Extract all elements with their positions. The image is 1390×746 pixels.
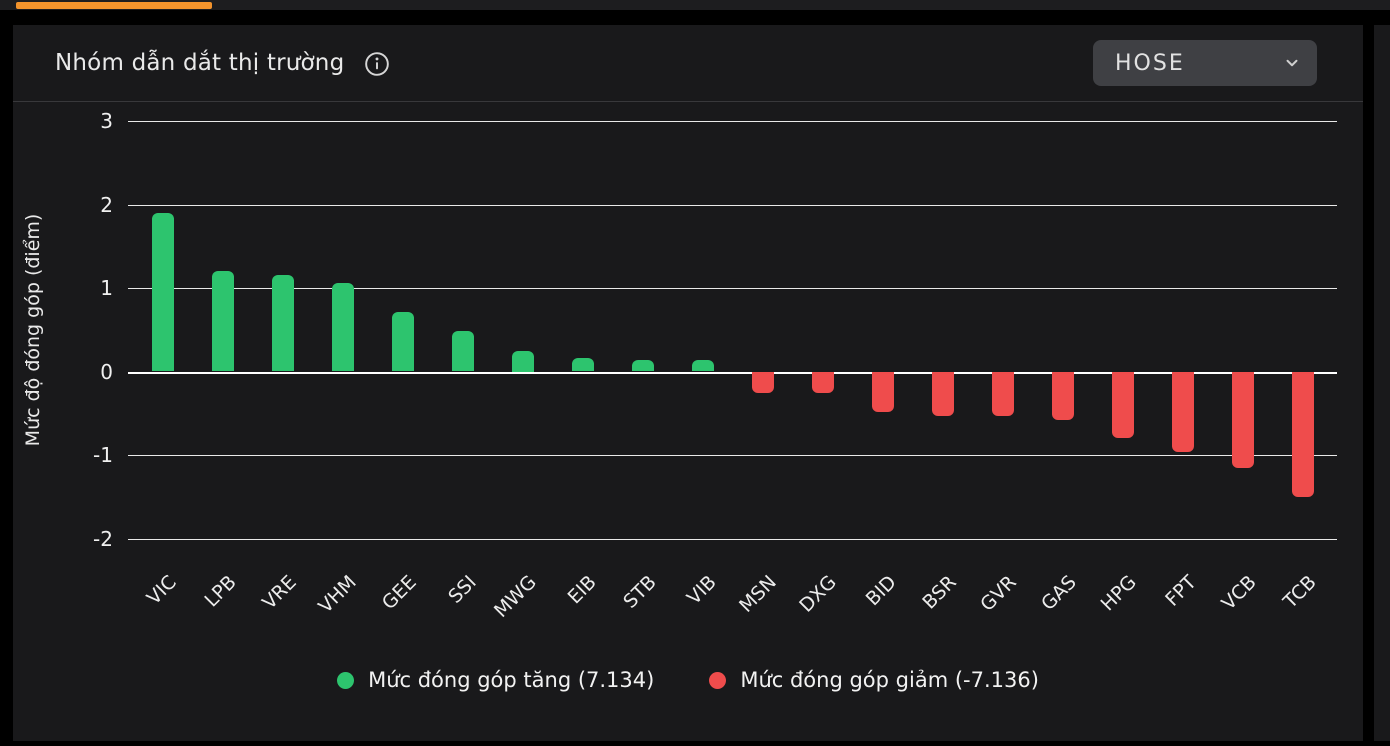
x-tick-label-SSI: SSI xyxy=(444,571,481,608)
exchange-select[interactable]: HOSE xyxy=(1093,40,1317,86)
x-tick-label-DXG: DXG xyxy=(795,571,841,617)
bar-VIC[interactable] xyxy=(152,212,174,372)
gridline xyxy=(128,204,1337,206)
exchange-select-value: HOSE xyxy=(1115,50,1185,76)
x-tick-label-FPT: FPT xyxy=(1161,571,1201,611)
x-tick-label-VCB: VCB xyxy=(1217,571,1261,615)
legend-dot xyxy=(337,671,355,689)
x-tick-label-GEE: GEE xyxy=(377,571,421,615)
top-accent-bar xyxy=(16,2,212,9)
x-tick-label-BSR: BSR xyxy=(918,571,961,614)
bar-MWG[interactable] xyxy=(512,350,534,372)
zero-gridline xyxy=(128,371,1337,374)
y-tick-label: 3 xyxy=(100,109,113,133)
gridline xyxy=(128,538,1337,540)
bar-FPT[interactable] xyxy=(1172,371,1194,453)
title-wrap: Nhóm dẫn dắt thị trường xyxy=(55,49,390,77)
bar-STB[interactable] xyxy=(632,359,654,372)
bar-HPG[interactable] xyxy=(1112,371,1134,439)
legend-item-positive[interactable]: Mức đóng góp tăng (7.134) xyxy=(337,668,654,692)
x-tick-label-VIB: VIB xyxy=(682,571,721,610)
chart-legend: Mức đóng góp tăng (7.134) Mức đóng góp g… xyxy=(13,668,1363,692)
bar-DXG[interactable] xyxy=(812,371,834,394)
legend-label: Mức đóng góp tăng (7.134) xyxy=(368,668,655,692)
bar-MSN[interactable] xyxy=(752,371,774,394)
bar-GAS[interactable] xyxy=(1052,371,1074,420)
gridline xyxy=(128,121,1337,122)
bar-GEE[interactable] xyxy=(392,312,414,372)
x-tick-label-STB: STB xyxy=(619,571,661,613)
bar-BSR[interactable] xyxy=(932,371,954,416)
bar-TCB[interactable] xyxy=(1292,371,1314,497)
x-tick-label-MSN: MSN xyxy=(735,571,781,617)
bar-EIB[interactable] xyxy=(572,358,594,372)
x-tick-label-MWG: MWG xyxy=(489,571,541,623)
adjacent-panel-strip xyxy=(1374,25,1390,741)
chevron-down-icon xyxy=(1283,54,1301,72)
x-tick-label-VHM: VHM xyxy=(314,571,361,618)
y-tick-label: 2 xyxy=(100,192,113,217)
market-leaders-panel: Nhóm dẫn dắt thị trường HOSE Mức độ đóng… xyxy=(13,25,1363,741)
x-tick-label-LPB: LPB xyxy=(200,571,241,612)
bar-LPB[interactable] xyxy=(212,271,234,372)
bar-VHM[interactable] xyxy=(332,282,354,372)
bar-VIB[interactable] xyxy=(692,359,714,372)
top-chrome-bar xyxy=(0,0,1390,10)
page-title: Nhóm dẫn dắt thị trường xyxy=(55,50,345,76)
x-tick-label-HPG: HPG xyxy=(1096,571,1141,616)
bar-GVR[interactable] xyxy=(992,371,1014,416)
y-tick-label: -1 xyxy=(93,443,113,467)
panel-header: Nhóm dẫn dắt thị trường HOSE xyxy=(13,25,1363,102)
x-tick-label-GAS: GAS xyxy=(1037,571,1081,615)
gridline xyxy=(128,288,1337,289)
x-tick-label-GVR: GVR xyxy=(976,571,1021,616)
x-tick-label-TCB: TCB xyxy=(1279,571,1321,613)
bar-SSI[interactable] xyxy=(452,330,474,372)
x-tick-label-EIB: EIB xyxy=(563,571,601,609)
plot-area: Mức độ đóng góp (điểm) 3 2 1 0 -1 -2 VIC LPB VRE… xyxy=(22,109,1337,622)
x-tick-label-VRE: VRE xyxy=(258,571,301,614)
bar-VRE[interactable] xyxy=(272,274,294,372)
bar-BID[interactable] xyxy=(872,371,894,413)
legend-item-negative[interactable]: Mức đóng góp giảm (-7.136) xyxy=(709,668,1039,692)
bar-VCB[interactable] xyxy=(1232,371,1254,469)
y-tick-label: 0 xyxy=(100,359,113,384)
x-tick-label-VIC: VIC xyxy=(142,571,181,610)
x-tick-label-BID: BID xyxy=(861,571,901,611)
y-tick-label: -2 xyxy=(93,526,113,551)
legend-dot xyxy=(709,671,727,689)
legend-label: Mức đóng góp giảm (-7.136) xyxy=(740,668,1039,692)
y-tick-label: 1 xyxy=(100,276,113,300)
gridline xyxy=(128,455,1337,456)
info-icon[interactable] xyxy=(364,51,390,77)
